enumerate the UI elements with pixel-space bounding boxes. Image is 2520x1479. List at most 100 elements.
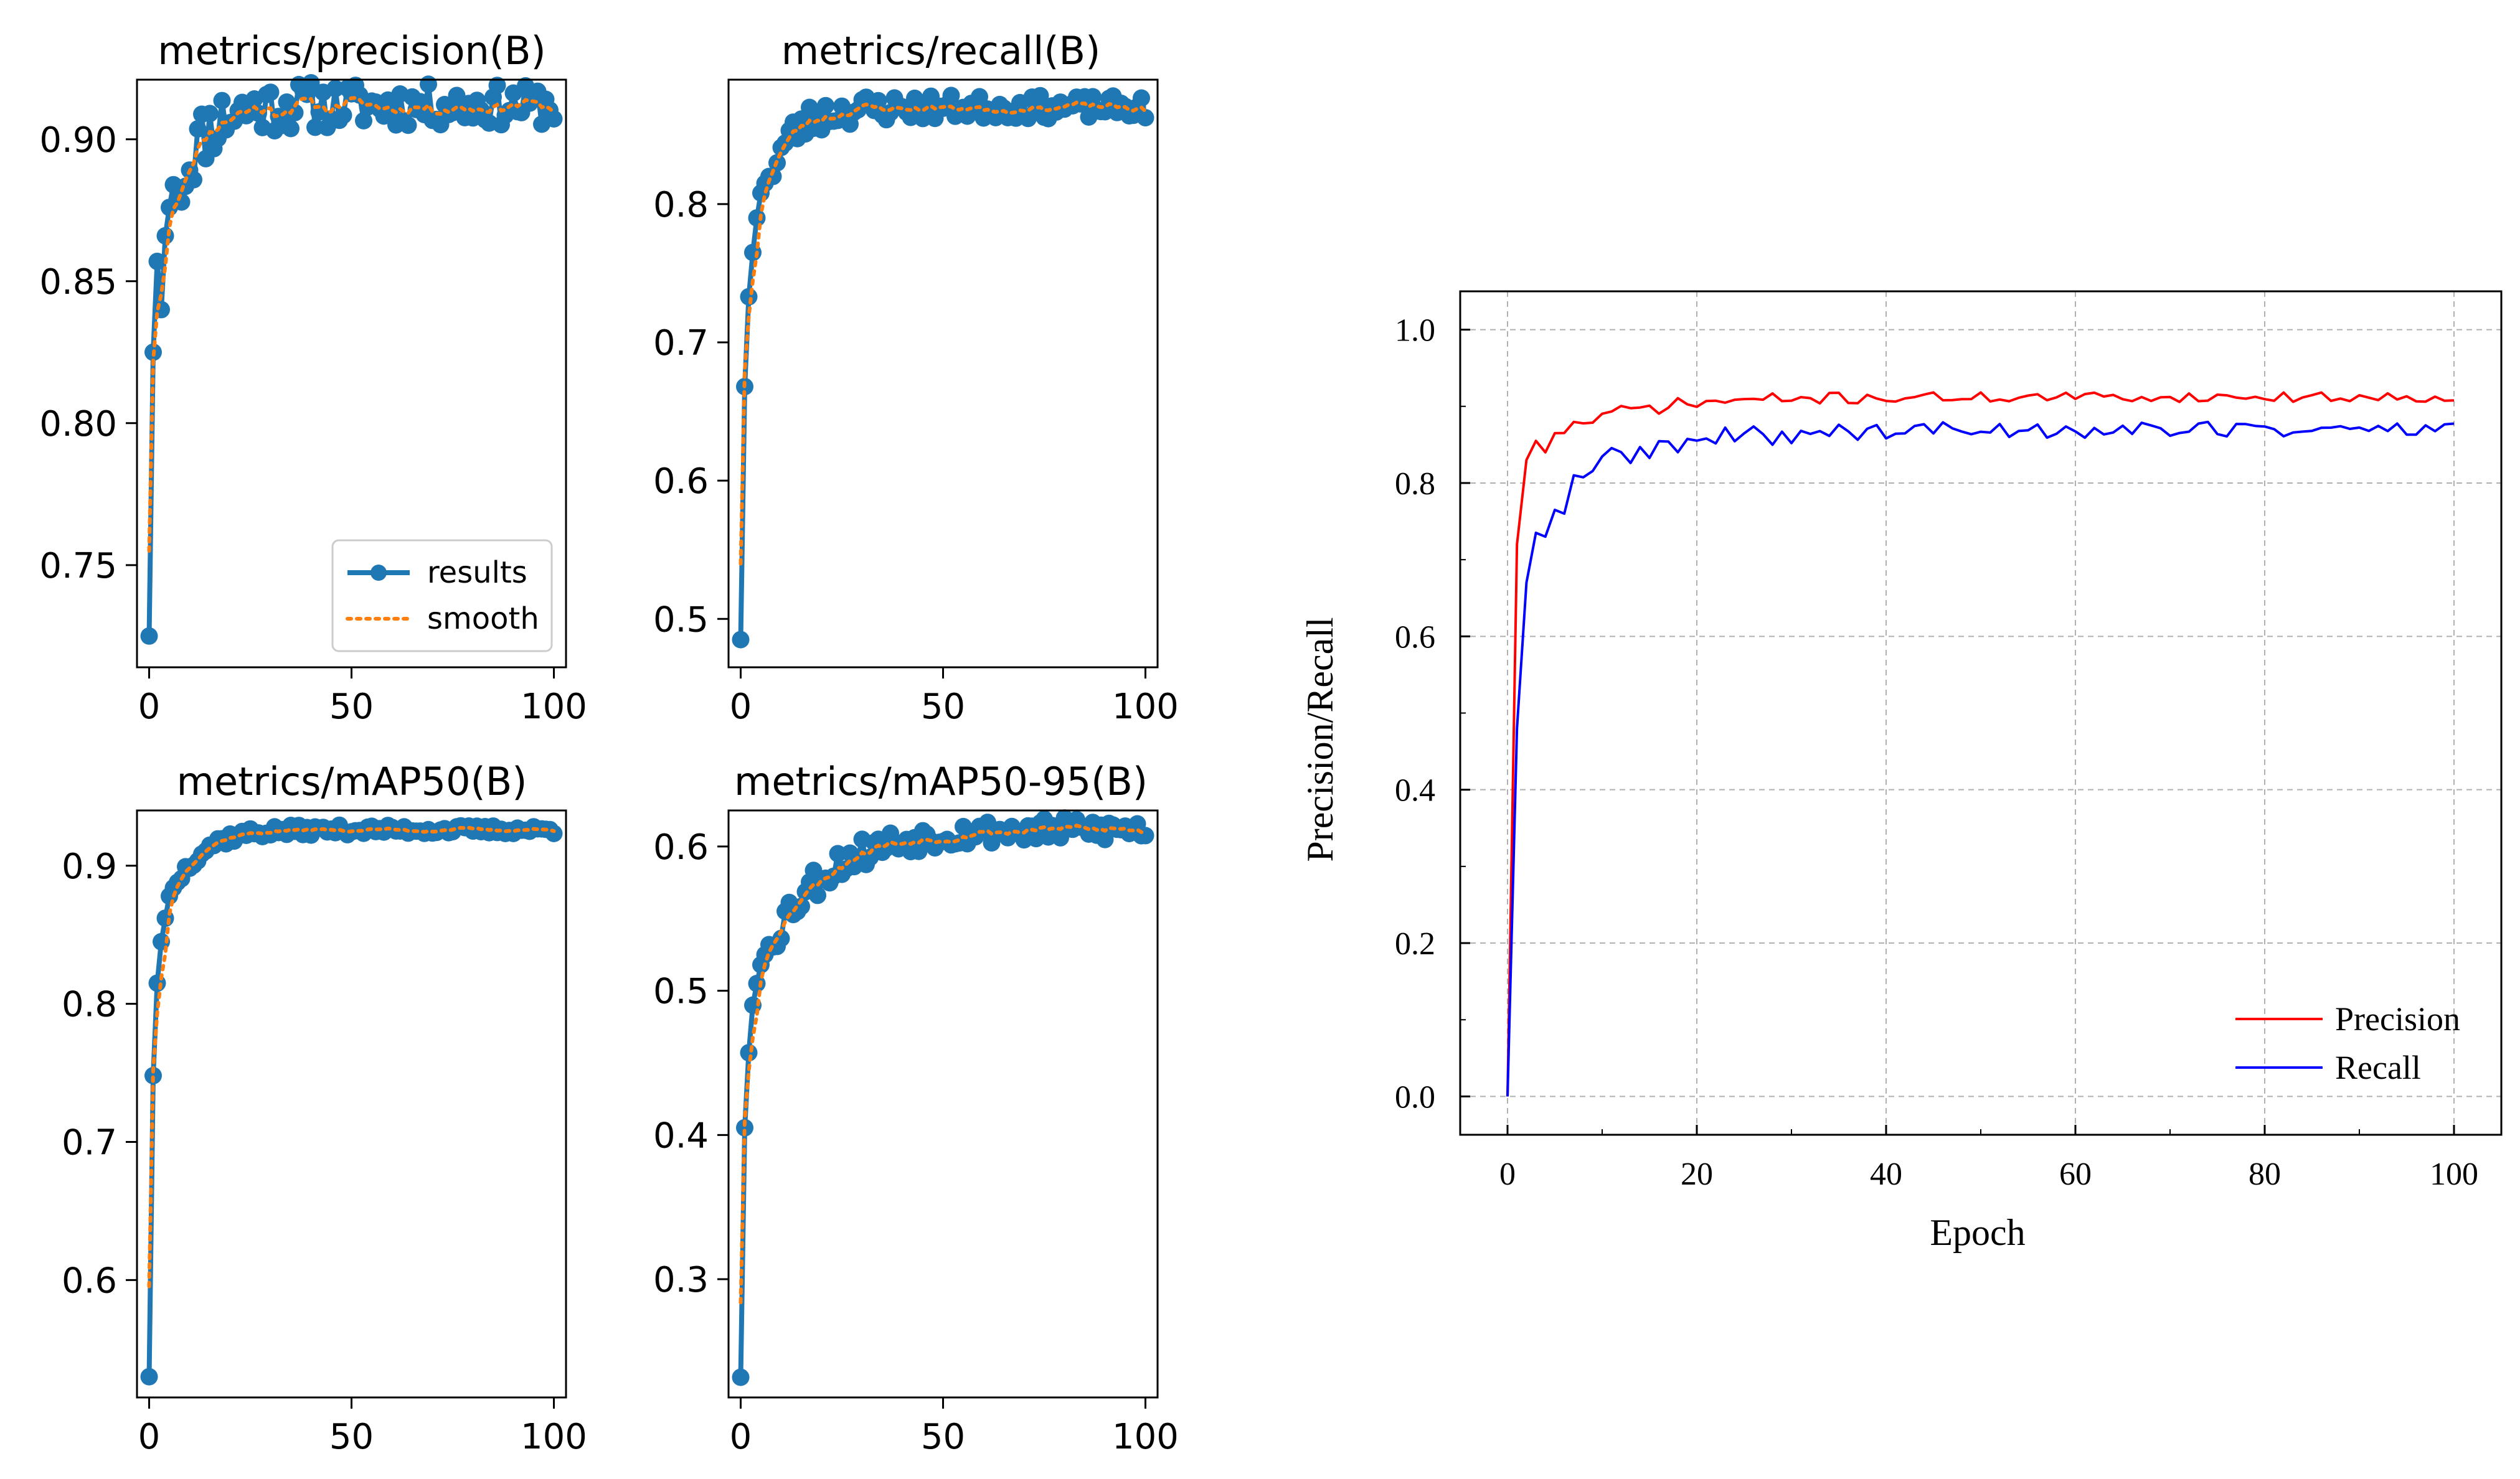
y-tick-label: 0.6 — [1395, 619, 1435, 655]
results-point — [213, 92, 231, 110]
y-tick-label: 0.8 — [62, 985, 117, 1025]
plot-area-recall: 0 50 100 0.5 0.6 0.7 0.8 — [653, 78, 1179, 727]
results-point — [399, 116, 417, 134]
results-point — [1133, 89, 1150, 107]
x-tick-label: 50 — [921, 687, 965, 727]
results-point — [736, 1119, 753, 1137]
y-tick-label: 1.0 — [1395, 313, 1435, 349]
smooth-line — [739, 824, 1148, 1305]
y-tick-label: 0.6 — [653, 827, 709, 868]
results-line — [738, 93, 1148, 640]
results-point — [910, 842, 928, 860]
x-axis-label: Epoch — [1930, 1212, 2025, 1253]
y-tick-label: 0.80 — [39, 404, 117, 444]
x-tick-label: 40 — [1870, 1157, 1902, 1192]
x-tick-label: 100 — [521, 687, 587, 727]
y-tick-label: 0.6 — [62, 1261, 117, 1301]
results-point — [914, 110, 932, 128]
results-point — [971, 88, 988, 106]
smooth-line — [147, 96, 556, 553]
chart-title: metrics/recall(B) — [781, 28, 1101, 73]
y-tick-label: 0.0 — [1395, 1079, 1435, 1115]
y-tick-label: 0.4 — [1395, 773, 1435, 809]
y-tick-label: 0.8 — [1395, 466, 1435, 502]
y-tick-label: 0.5 — [653, 599, 709, 640]
legend-results-marker — [370, 565, 387, 581]
y-tick-label: 0.7 — [62, 1123, 117, 1163]
x-tick-label: 100 — [1112, 1417, 1179, 1457]
results-point — [793, 898, 810, 916]
results-point — [1031, 87, 1049, 105]
x-tick-label: 60 — [2059, 1157, 2092, 1192]
results-point — [748, 209, 766, 227]
y-tick-label: 0.7 — [653, 323, 709, 364]
y-tick-label: 0.85 — [39, 262, 117, 303]
x-tick-label: 0 — [730, 1417, 752, 1457]
results-point — [1136, 109, 1154, 127]
x-tick-label: 100 — [521, 1417, 587, 1457]
results-point — [302, 74, 320, 92]
legend-box — [331, 539, 553, 652]
y-tick-label: 0.8 — [653, 185, 709, 225]
y-tick-label: 0.4 — [653, 1115, 709, 1156]
chart-title: metrics/precision(B) — [158, 28, 545, 73]
results-point — [732, 1368, 750, 1386]
x-tick-label: 100 — [1112, 687, 1179, 727]
results-point — [156, 227, 174, 245]
plot-area-map50: 0 50 100 0.6 0.7 0.8 0.9 — [62, 809, 587, 1457]
plot-area-precision: 0 50 100 0.75 0.80 0.85 0.90 results smooth — [39, 74, 587, 727]
y-tick-label: 0.5 — [653, 972, 709, 1012]
y-tick-label: 0.2 — [1395, 926, 1435, 962]
legend-label: Recall — [2335, 1049, 2421, 1086]
results-point — [148, 252, 166, 270]
chart-title: metrics/mAP50(B) — [177, 759, 527, 804]
results-point — [942, 87, 960, 105]
results-point — [286, 104, 304, 121]
precision-line — [1506, 391, 2455, 1097]
legend-label: Precision — [2335, 1000, 2460, 1038]
x-tick-label: 50 — [921, 1417, 965, 1457]
results-point — [809, 886, 826, 904]
results-point — [748, 975, 766, 992]
results-point — [545, 825, 563, 842]
results-point — [355, 112, 372, 129]
panel-recall: metrics/recall(B) 0 50 100 0.5 0.6 0.7 0.8 — [653, 28, 1179, 727]
results-point — [189, 120, 207, 138]
results-line — [146, 822, 556, 1377]
results-point — [185, 171, 202, 189]
y-tick-label: 0.75 — [39, 546, 117, 586]
y-tick-label: 0.90 — [39, 120, 117, 161]
results-point — [306, 118, 324, 136]
results-point — [140, 627, 158, 645]
results-point — [201, 105, 219, 123]
results-point — [140, 1368, 158, 1386]
results-point — [334, 106, 352, 124]
results-point — [1096, 830, 1114, 848]
x-tick-label: 0 — [730, 687, 752, 727]
results-point — [262, 83, 280, 101]
x-tick-label: 50 — [329, 687, 374, 727]
x-tick-label: 80 — [2249, 1157, 2281, 1192]
y-tick-label: 0.9 — [62, 847, 117, 887]
x-tick-label: 0 — [138, 1417, 161, 1457]
results-point — [545, 110, 563, 128]
y-tick-label: 0.3 — [653, 1260, 709, 1300]
panel-precision: metrics/precision(B) 0 50 100 0.75 0.80 0.85 0… — [39, 28, 587, 727]
x-tick-label: 0 — [138, 687, 161, 727]
results-point — [420, 75, 437, 93]
recall-line — [1506, 420, 2455, 1097]
smooth-line — [147, 825, 556, 1289]
x-tick-label: 50 — [329, 1417, 374, 1457]
results-point — [488, 77, 506, 95]
results-point — [772, 929, 790, 947]
y-axis-label: Precision/Recall — [1300, 617, 1341, 862]
y-tick-label: 0.6 — [653, 461, 709, 502]
smooth-line — [739, 100, 1148, 566]
legend-label: results — [427, 555, 527, 590]
results-point — [732, 631, 750, 649]
axes-frame — [136, 809, 567, 1399]
panel-precision-recall: Epoch Precision/Recall 0 20 40 60 80 100 0.0 0.… — [1300, 290, 2503, 1253]
x-tick-label: 20 — [1681, 1157, 1713, 1192]
